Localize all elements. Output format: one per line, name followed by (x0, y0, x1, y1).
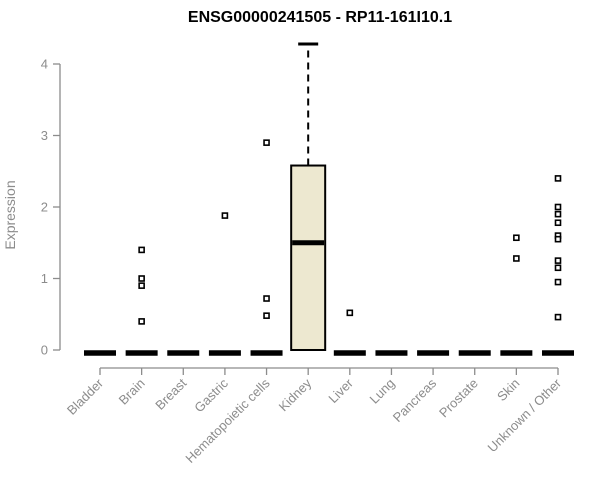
outlier-point (554, 203, 562, 211)
x-category-label: Lung (367, 376, 398, 407)
x-category-label: Kidney (276, 375, 315, 414)
box-rect (290, 164, 327, 351)
x-category-label: Gastric (191, 375, 231, 415)
x-category-label: Bladder (64, 375, 107, 418)
outlier-point (513, 234, 520, 242)
outlier-point (138, 282, 145, 289)
outlier-point (263, 312, 270, 319)
outlier-point (138, 318, 145, 325)
x-category-label: Skin (494, 376, 522, 404)
outlier-point (554, 278, 562, 286)
y-tick-label: 0 (41, 343, 48, 358)
outlier-point (554, 175, 562, 182)
y-tick-label: 3 (41, 128, 48, 143)
x-category-label: Unknown / Other (485, 375, 565, 455)
x-category-label: Prostate (436, 376, 481, 421)
y-tick-label: 4 (41, 57, 48, 72)
y-tick-label: 2 (41, 200, 48, 215)
outlier-point (346, 309, 354, 317)
x-category-label: Brain (116, 376, 148, 408)
outlier-point (138, 246, 145, 254)
outlier-point (263, 295, 270, 302)
x-category-label: Pancreas (390, 375, 440, 425)
y-tick-label: 1 (41, 271, 48, 286)
outlier-point (513, 255, 520, 262)
outlier-point (554, 235, 562, 243)
outlier-point (554, 219, 562, 227)
outlier-point (554, 210, 562, 218)
outlier-point (221, 212, 229, 219)
outlier-point (263, 139, 270, 146)
x-category-label: Breast (152, 375, 189, 412)
outlier-point (554, 313, 562, 321)
outlier-point (554, 264, 562, 272)
chart-title: ENSG00000241505 - RP11-161I10.1 (187, 9, 453, 26)
outlier-point (138, 275, 145, 282)
x-category-label: Liver (325, 375, 356, 406)
outlier-point (554, 257, 562, 264)
